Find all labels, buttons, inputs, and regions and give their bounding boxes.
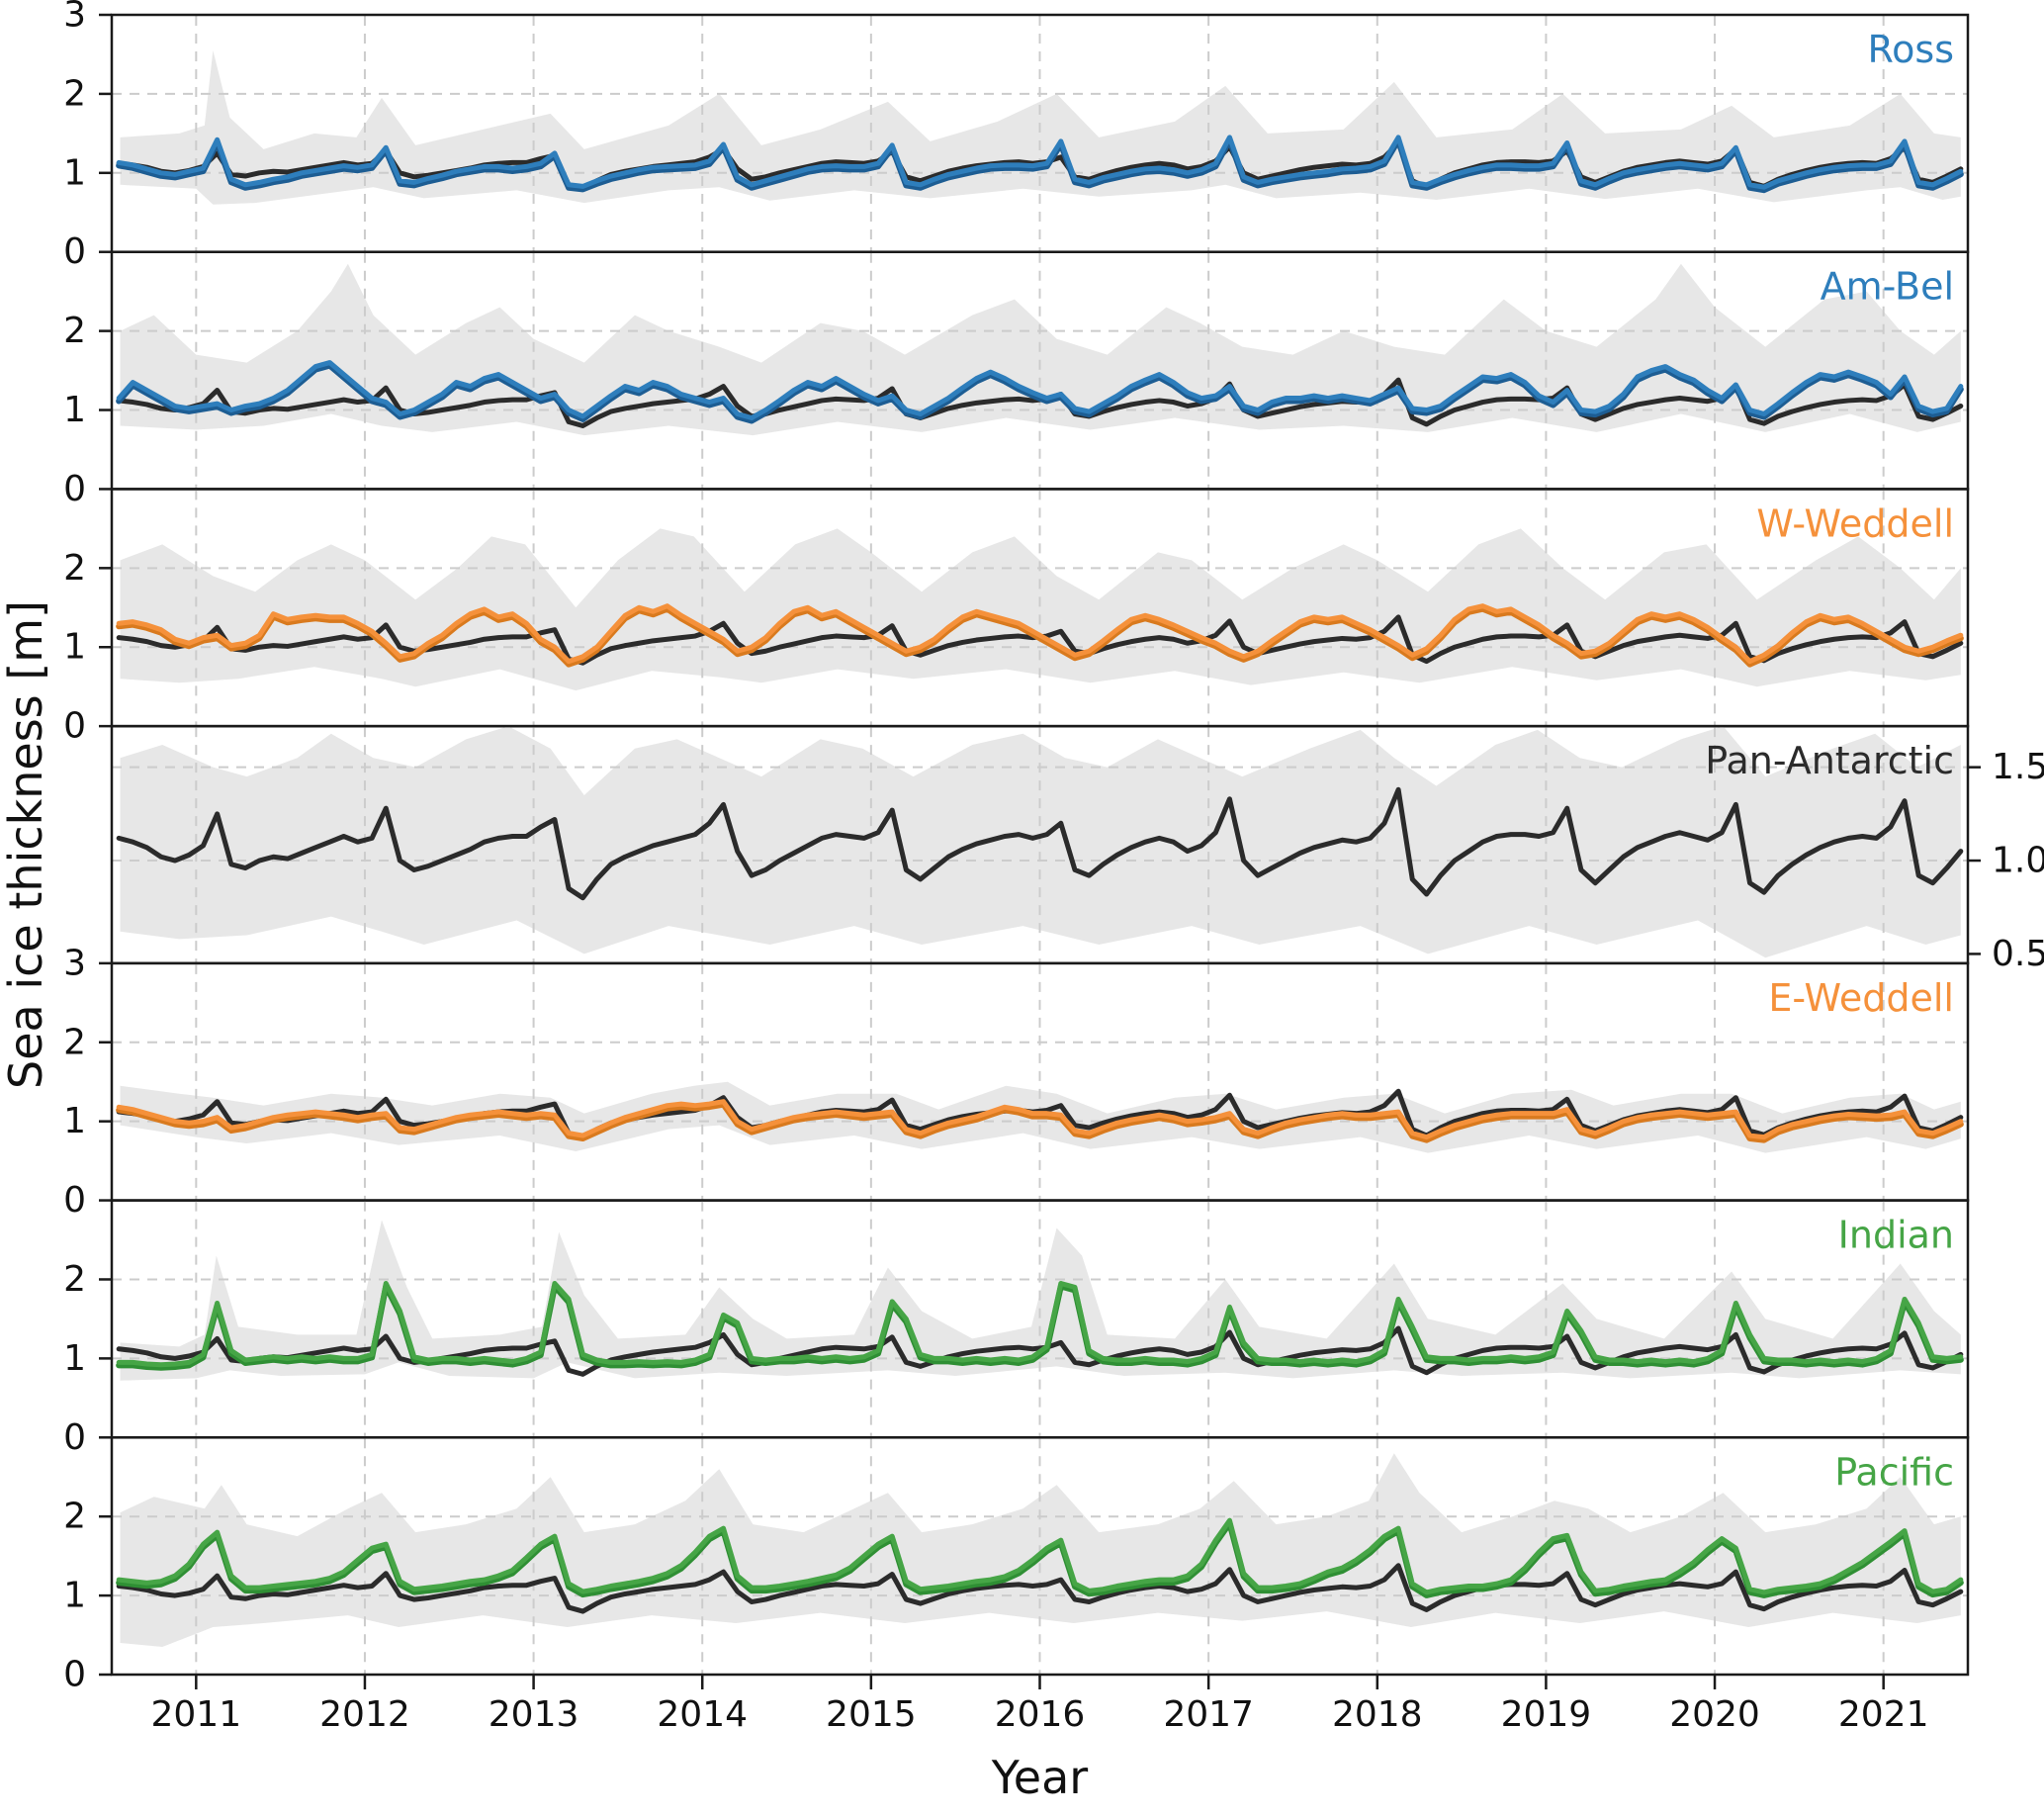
y-tick-label: 1 xyxy=(63,1101,86,1141)
y-tick-label: 0 xyxy=(63,469,86,509)
x-tick-label: 2011 xyxy=(151,1694,242,1735)
panel-label-am-bel: Am-Bel xyxy=(1821,265,1954,309)
y-tick-label: 0 xyxy=(63,706,86,747)
y-tick-label: 2 xyxy=(63,1022,86,1062)
x-axis-label: Year xyxy=(991,1751,1088,1804)
pacific-line xyxy=(116,1517,1964,1595)
ross-line-shadow xyxy=(116,136,1964,194)
y-tick-label: 3 xyxy=(63,0,86,36)
x-tick-label: 2017 xyxy=(1163,1694,1254,1735)
panel-label-pan-antarctic: Pan-Antarctic xyxy=(1705,739,1954,782)
y-tick-label: 1 xyxy=(63,1338,86,1379)
y-tick-label: 0 xyxy=(63,1180,86,1221)
panel-indian: 0 1 2 Indian xyxy=(63,1199,1970,1458)
y-tick-label: 2 xyxy=(63,311,86,351)
y-tick-label: 2 xyxy=(63,548,86,589)
ross-line xyxy=(116,135,1964,190)
e-weddell-line-shadow xyxy=(116,1101,1964,1143)
y-tick-label: 2 xyxy=(63,73,86,114)
indian-line xyxy=(116,1280,1964,1368)
right-y-tick-label: 0.5 xyxy=(1992,934,2044,974)
x-tick-label: 2013 xyxy=(489,1694,579,1735)
x-tick-label: 2021 xyxy=(1838,1694,1929,1735)
y-tick-label: 0 xyxy=(63,231,86,272)
panel-label-e-weddell: E-Weddell xyxy=(1768,976,1954,1020)
y-axis-label: Sea ice thickness [m] xyxy=(0,600,52,1089)
y-tick-label: 2 xyxy=(63,1259,86,1300)
y-tick-label: 1 xyxy=(63,627,86,668)
x-tick-label: 2016 xyxy=(995,1694,1086,1735)
x-tick-label: 2018 xyxy=(1332,1694,1423,1735)
panel-label-pacific: Pacific xyxy=(1834,1450,1954,1494)
am-bel-line xyxy=(116,360,1964,421)
y-tick-label: 1 xyxy=(63,1576,86,1616)
w-weddell-line xyxy=(116,603,1964,665)
x-tick-label: 2014 xyxy=(657,1694,748,1735)
x-tick-label: 2015 xyxy=(826,1694,917,1735)
panel-label-indian: Indian xyxy=(1838,1214,1954,1257)
x-tick-label: 2019 xyxy=(1501,1694,1592,1735)
y-tick-label: 1 xyxy=(63,390,86,430)
x-tick-label: 2012 xyxy=(319,1694,410,1735)
panel-e-weddell: 0 1 2 3 E-Weddell xyxy=(63,943,1970,1221)
panel-label-w-weddell: W-Weddell xyxy=(1756,501,1954,545)
x-tick-label: 2020 xyxy=(1669,1694,1760,1735)
panel-pan-antarctic: 0.5 1.0 1.5 Pan-Antarctic xyxy=(110,724,2044,974)
y-tick-label: 0 xyxy=(63,1655,86,1695)
right-y-tick-label: 1.0 xyxy=(1992,841,2044,881)
pan-antarctic-reference-line xyxy=(116,1563,1964,1614)
right-y-tick-label: 1.5 xyxy=(1992,747,2044,787)
y-tick-label: 1 xyxy=(63,152,86,193)
y-tick-label: 3 xyxy=(63,943,86,983)
panel-ross: 0 1 2 3 Ross xyxy=(63,0,1970,272)
am-bel-line-shadow xyxy=(116,362,1964,424)
e-weddell-line xyxy=(116,1099,1964,1140)
y-tick-label: 0 xyxy=(63,1417,86,1458)
panel-label-ross: Ross xyxy=(1867,28,1954,71)
y-tick-label: 2 xyxy=(63,1497,86,1537)
pan-antarctic-reference-line xyxy=(116,786,1964,901)
